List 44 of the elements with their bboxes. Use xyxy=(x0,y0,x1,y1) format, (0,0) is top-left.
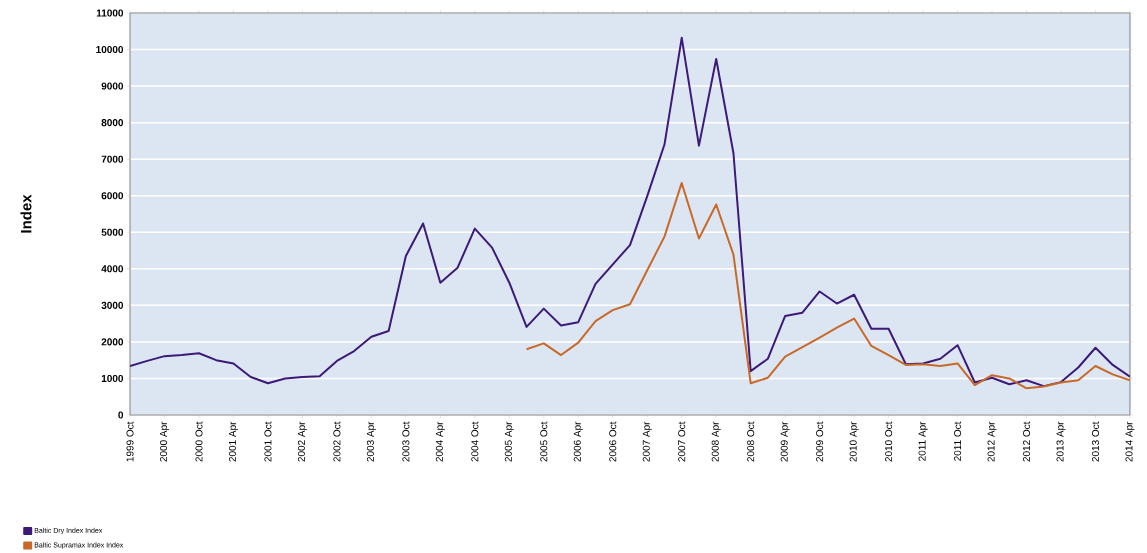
x-tick-label: 2014 Apr xyxy=(1125,421,1135,462)
x-tick-label: 2008 Oct xyxy=(747,421,755,462)
y-tick-label: 11000 xyxy=(96,9,124,17)
y-tick-label: 0 xyxy=(118,411,124,419)
y-tick-label: 9000 xyxy=(101,82,124,90)
y-tick-label: 5000 xyxy=(101,228,124,236)
line-series xyxy=(525,181,1130,390)
y-tick-label: 4000 xyxy=(101,265,124,273)
x-tick-label: 2005 Oct xyxy=(540,421,548,462)
x-tick-label: 2010 Oct xyxy=(885,421,893,462)
y-tick-label: 1000 xyxy=(101,374,124,382)
x-tick-label: 2012 Oct xyxy=(1022,421,1031,462)
x-tick-label: 2012 Apr xyxy=(987,421,997,462)
y-tick-label: 2000 xyxy=(101,338,124,346)
y-tick-label: 8000 xyxy=(101,119,124,127)
x-tick-label: 2001 Oct xyxy=(264,421,272,462)
x-tick-label: 2004 Oct xyxy=(471,421,479,462)
x-tick-label: 2007 Oct xyxy=(678,421,686,462)
x-tick-label: 2009 Oct xyxy=(816,421,824,462)
x-tick-label: 2013 Oct xyxy=(1091,421,1100,462)
x-tick-label: 2002 Apr xyxy=(297,421,307,462)
x-tick-label: 2008 Apr xyxy=(711,421,721,462)
x-tick-label: 2004 Apr xyxy=(435,421,445,462)
y-tick-label: 10000 xyxy=(96,46,124,54)
y-tick-label: 3000 xyxy=(101,301,124,309)
x-tick-label: 2013 Apr xyxy=(1056,421,1066,462)
x-tick-label: 2009 Apr xyxy=(780,421,790,462)
x-tick-label: 2006 Apr xyxy=(573,421,583,462)
x-tick-label: 2003 Oct xyxy=(402,421,410,462)
x-tick-label: 2011 Oct xyxy=(954,421,962,461)
y-tick-label: 7000 xyxy=(101,155,124,163)
x-tick-label: 2007 Apr xyxy=(642,421,652,462)
x-tick-label: 2011 Apr xyxy=(918,421,928,461)
x-tick-label: 2006 Oct xyxy=(609,421,617,462)
x-tick-label: 2000 Apr xyxy=(159,421,170,462)
x-tick-label: 1999 Oct xyxy=(126,421,134,462)
y-axis-title: Index xyxy=(20,194,32,233)
x-tick-label: 2010 Apr xyxy=(849,421,859,462)
x-tick-label: 2003 Apr xyxy=(366,421,376,462)
x-tick-label: 2000 Oct xyxy=(195,421,203,462)
x-tick-label: 2005 Apr xyxy=(504,421,514,462)
y-tick-label: 6000 xyxy=(101,192,124,200)
x-tick-label: 2002 Oct xyxy=(333,421,341,462)
x-tick-label: 2001 Apr xyxy=(228,421,238,462)
